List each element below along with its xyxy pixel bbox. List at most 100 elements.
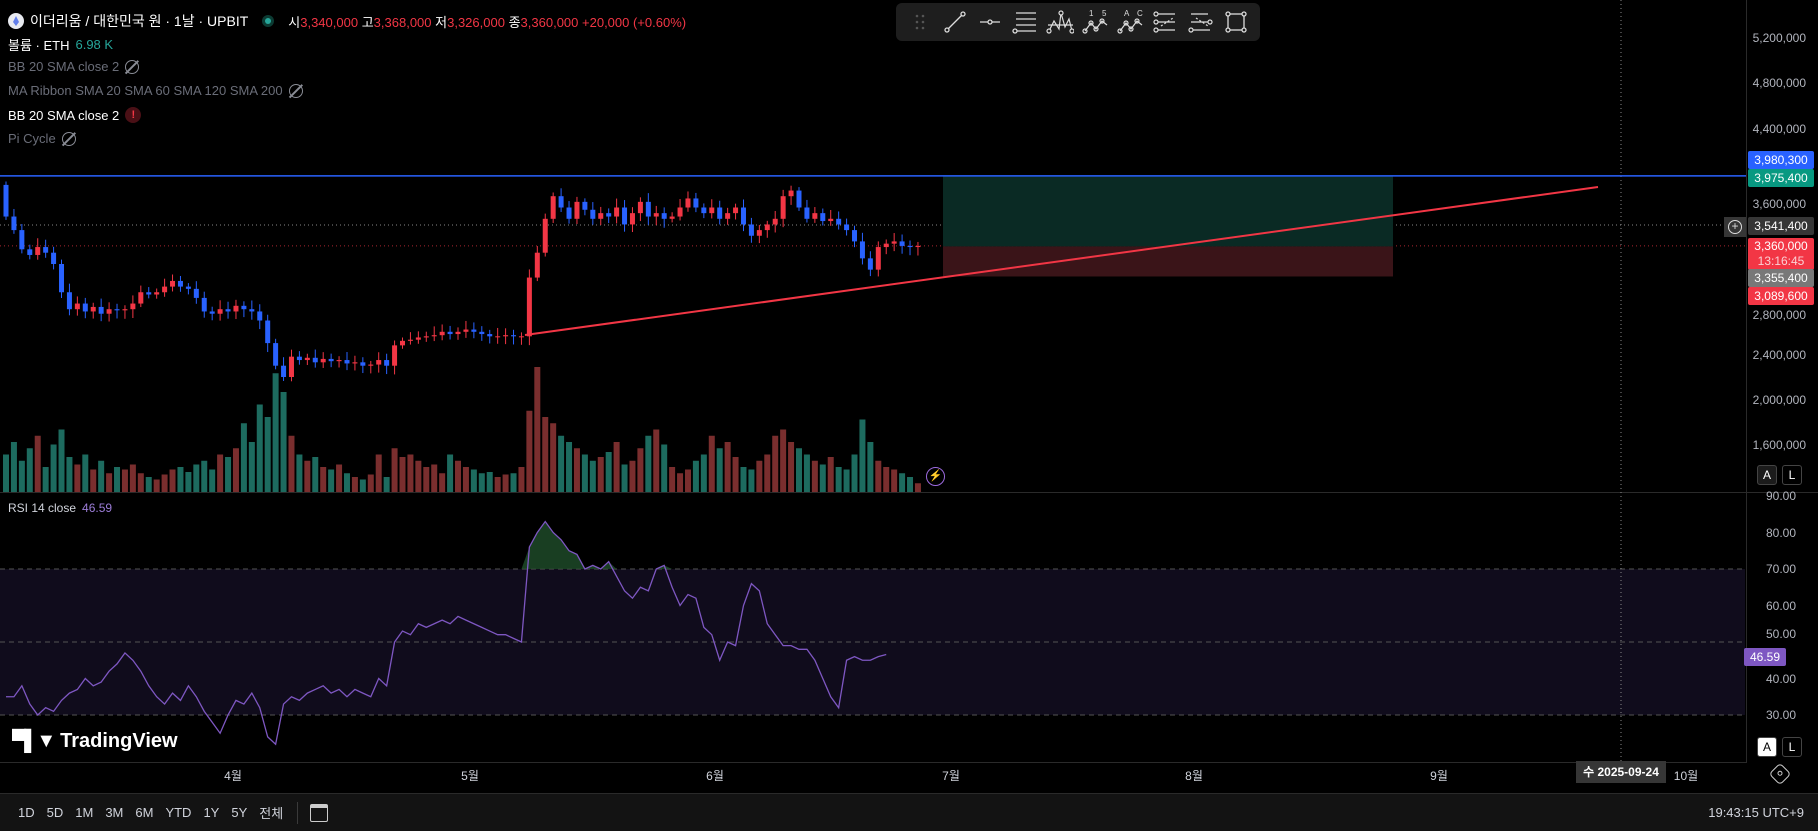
range-1m[interactable]: 1M xyxy=(75,805,94,820)
candle-body xyxy=(265,320,271,344)
horizontal-ray-icon[interactable] xyxy=(974,7,1005,37)
volume-bar xyxy=(669,467,676,492)
range-1y[interactable]: 1Y xyxy=(203,805,220,820)
chart-canvas[interactable] xyxy=(0,0,1818,793)
volume-bar xyxy=(613,442,620,492)
volume-bar xyxy=(407,454,414,492)
candle-body xyxy=(3,184,9,217)
volume-bar xyxy=(328,469,335,492)
volume-bar xyxy=(153,479,160,492)
volume-bar xyxy=(304,460,311,492)
go-to-date-icon[interactable] xyxy=(310,803,329,822)
range-all[interactable]: 전체 xyxy=(259,806,284,821)
lightning-icon[interactable]: ⚡ xyxy=(926,467,945,486)
volume-bar xyxy=(550,423,557,492)
volume-bar xyxy=(201,460,208,492)
volume-bar xyxy=(573,448,580,492)
volume-bar xyxy=(883,467,890,492)
candle-body xyxy=(130,303,136,310)
candle-body xyxy=(233,305,239,312)
logo-text: TradingView xyxy=(60,730,178,752)
auto-scale-button[interactable]: A xyxy=(1757,465,1777,485)
candle-body xyxy=(812,213,818,219)
eye-off-icon[interactable] xyxy=(288,83,303,98)
range-6m[interactable]: 6M xyxy=(135,805,154,820)
volume-bar xyxy=(121,469,128,492)
range-3m[interactable]: 3M xyxy=(105,805,124,820)
volume-bar xyxy=(819,464,826,492)
rsi-log-scale-button[interactable]: L xyxy=(1782,737,1802,757)
volume-legend[interactable]: 볼륨 · ETH 6.98 K xyxy=(8,35,113,54)
volume-bar xyxy=(296,454,303,492)
volume-bar xyxy=(621,464,628,492)
candle-body xyxy=(51,252,57,264)
candle-body xyxy=(423,336,429,338)
candle-body xyxy=(542,218,548,253)
candle-body xyxy=(677,207,683,217)
add-alert-button[interactable]: + xyxy=(1724,217,1746,237)
xabcd-pattern-icon[interactable] xyxy=(1045,7,1076,37)
stop-price-label: 3,089,600 xyxy=(1748,287,1814,305)
drag-handle-icon[interactable] xyxy=(904,7,935,37)
rsi-value-label: 46.59 xyxy=(1744,648,1786,666)
candle-body xyxy=(669,216,675,219)
volume-bar xyxy=(899,473,906,492)
rsi-legend[interactable]: RSI 14 close 46.59 xyxy=(8,501,112,515)
volume-bar xyxy=(423,467,430,492)
candle-body xyxy=(844,224,850,231)
volume-bar xyxy=(558,435,565,492)
candle-body xyxy=(90,306,96,312)
candle-body xyxy=(376,360,382,365)
log-scale-button[interactable]: L xyxy=(1782,465,1802,485)
candle-body xyxy=(241,305,247,310)
range-5y[interactable]: 5Y xyxy=(231,805,248,820)
crosshair-date-label: 수 2025-09-24 xyxy=(1576,761,1666,783)
rectangle-icon[interactable] xyxy=(1221,7,1252,37)
rsi-auto-scale-button[interactable]: A xyxy=(1757,737,1777,757)
volume-bar xyxy=(470,469,477,492)
symbol-legend[interactable]: 이더리움 / 대한민국 원 · 1날 · UPBIT 시3,340,000 고3… xyxy=(8,11,686,31)
pi-cycle-legend[interactable]: Pi Cycle xyxy=(8,131,76,146)
candle-body xyxy=(614,207,620,217)
time-tick: 8월 xyxy=(1185,769,1203,783)
volume-bar xyxy=(264,417,271,492)
parallel-channel-icon[interactable] xyxy=(1010,7,1041,37)
volume-bar xyxy=(732,457,739,492)
error-icon[interactable]: ! xyxy=(125,107,142,123)
candle-body xyxy=(43,247,49,253)
bb-legend[interactable]: BB 20 SMA close 2! xyxy=(8,107,142,123)
high-value: 3,368,000 xyxy=(373,14,432,30)
clock[interactable]: 19:43:15 UTC+9 xyxy=(1708,805,1804,820)
tradingview-logo[interactable]: ▀▌▼ TradingView xyxy=(12,730,178,753)
bb-legend-hidden[interactable]: BB 20 SMA close 2 xyxy=(8,59,140,74)
candle-body xyxy=(534,252,540,278)
range-5d[interactable]: 5D xyxy=(46,805,64,820)
candle-body xyxy=(518,336,524,338)
candle-body xyxy=(598,213,604,219)
market-status-icon[interactable] xyxy=(262,15,275,27)
eye-off-icon[interactable] xyxy=(125,59,140,74)
fib-retracement-icon[interactable] xyxy=(1150,7,1181,37)
fib-extension-icon[interactable] xyxy=(1186,7,1217,37)
low-value: 3,326,000 xyxy=(447,14,505,30)
candle-body xyxy=(447,331,453,335)
candle-body xyxy=(875,247,881,270)
svg-text:C: C xyxy=(1137,9,1143,18)
crosshair-price-label: 3,541,400 xyxy=(1748,217,1814,235)
volume-bar xyxy=(494,477,501,492)
candle-body xyxy=(257,311,263,321)
range-ytd[interactable]: YTD xyxy=(165,805,192,820)
range-1d[interactable]: 1D xyxy=(18,805,35,820)
candle-body xyxy=(344,360,350,364)
eye-off-icon[interactable] xyxy=(61,131,76,146)
candle-body xyxy=(780,196,786,219)
candle-body xyxy=(756,230,762,236)
trend-line-icon[interactable] xyxy=(939,7,970,37)
ma-ribbon-legend[interactable]: MA Ribbon SMA 20 SMA 60 SMA 120 SMA 200 xyxy=(8,83,303,98)
long-position-profit-zone xyxy=(943,176,1393,247)
volume-bar xyxy=(359,479,366,492)
tradingview-logo-icon: ▀▌▼ xyxy=(12,730,56,752)
